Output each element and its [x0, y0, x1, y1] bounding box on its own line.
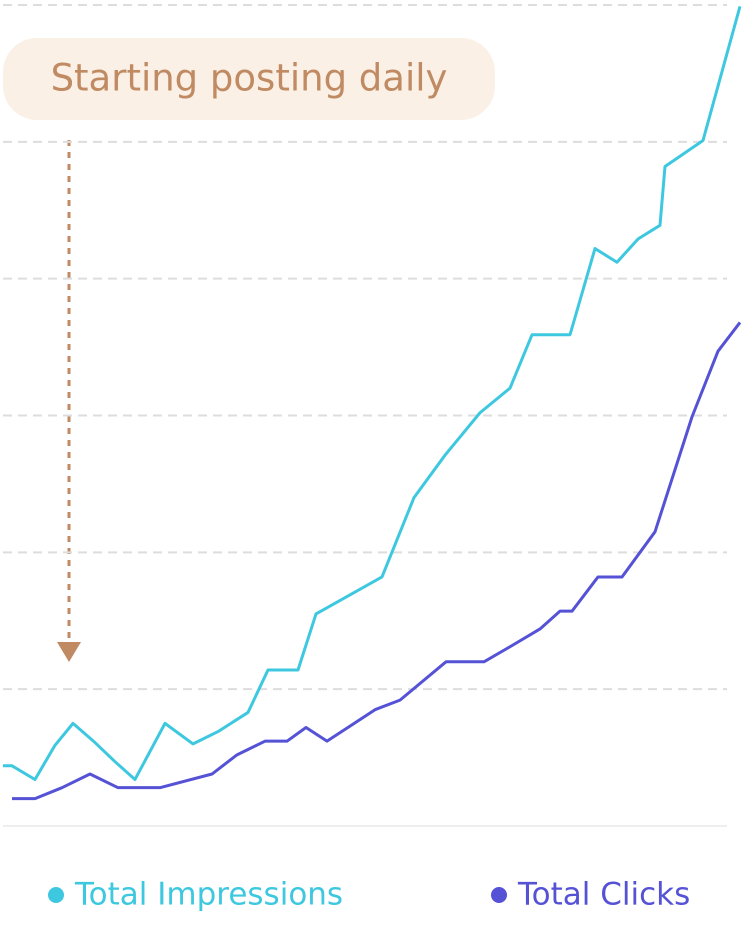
- series-line: [3, 5, 742, 781]
- series-line: [12, 321, 742, 801]
- annotation-box: [3, 38, 495, 120]
- legend-label: Total Impressions: [74, 877, 343, 913]
- annotation-arrowhead: [57, 642, 81, 662]
- legend-marker: [491, 887, 507, 903]
- annotation: Starting posting daily: [51, 57, 448, 100]
- legend-marker: [48, 887, 64, 903]
- legend-label: Total Clicks: [517, 877, 690, 913]
